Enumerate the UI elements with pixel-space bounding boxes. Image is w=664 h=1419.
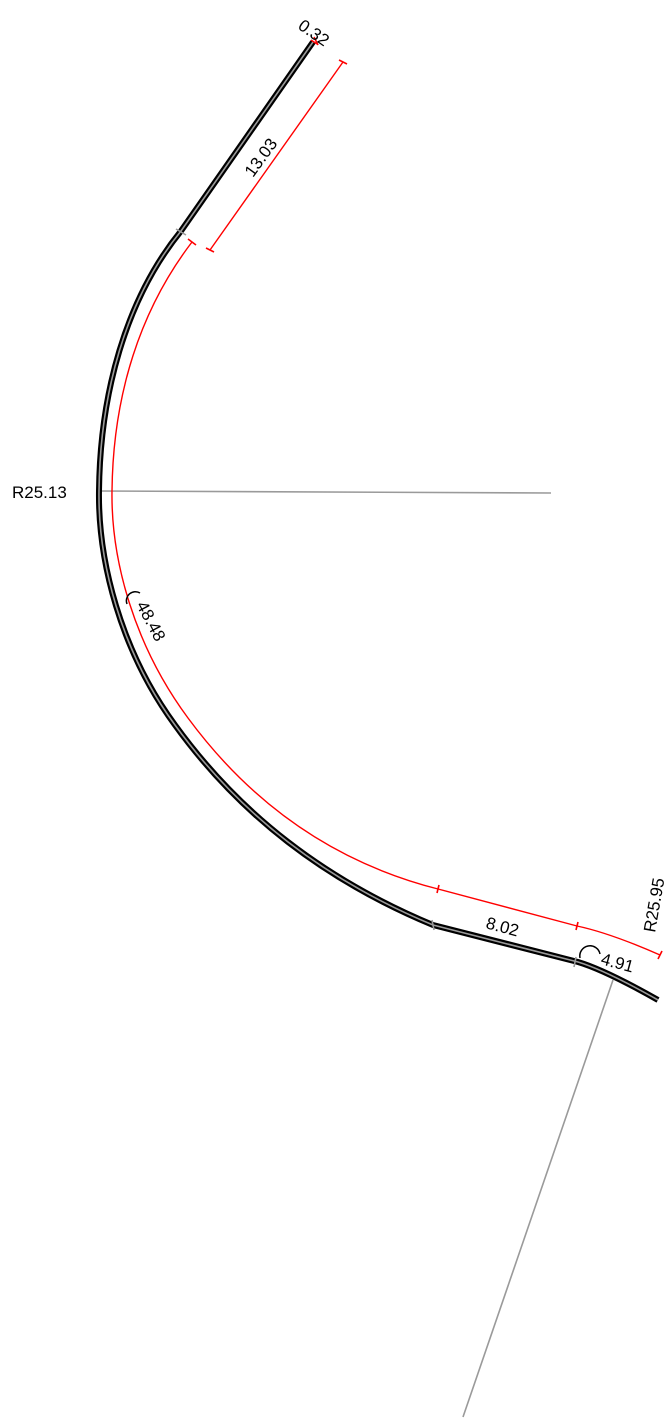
dim-arc-upper bbox=[111, 241, 439, 890]
radius-reference-line-upper bbox=[96, 490, 552, 494]
dim-tick-straight-top-b bbox=[205, 247, 215, 253]
pipe-body bbox=[95, 40, 660, 1003]
segment-boundary-top bbox=[175, 228, 187, 236]
radius-lower-label: R25.95 bbox=[640, 876, 664, 933]
radius-reference-line-lower bbox=[462, 979, 614, 1418]
dim-line-end-offset bbox=[310, 39, 318, 45]
pipe-centerline bbox=[98, 41, 659, 1001]
pipe bbox=[95, 40, 660, 1003]
dimensions bbox=[111, 36, 663, 960]
dim-tick-arc-upper-a bbox=[187, 238, 197, 246]
segment-boundary-low bbox=[573, 956, 577, 968]
dim-tick-end-offset bbox=[313, 36, 319, 46]
dim-tick-straight-top-a bbox=[338, 59, 348, 65]
arc-upper-length-label: 48.48 bbox=[132, 598, 169, 644]
dim-line-straight-mid bbox=[437, 888, 578, 927]
dim-arc-lower bbox=[576, 925, 661, 956]
segment-boundary-mid bbox=[431, 919, 435, 931]
arc-length-icon bbox=[125, 590, 141, 605]
dim-line-straight-top bbox=[209, 61, 344, 251]
radius-upper-label: R25.13 bbox=[12, 483, 67, 502]
arc-length-icon bbox=[579, 945, 601, 959]
dim-tick-arc-lower bbox=[657, 950, 663, 960]
